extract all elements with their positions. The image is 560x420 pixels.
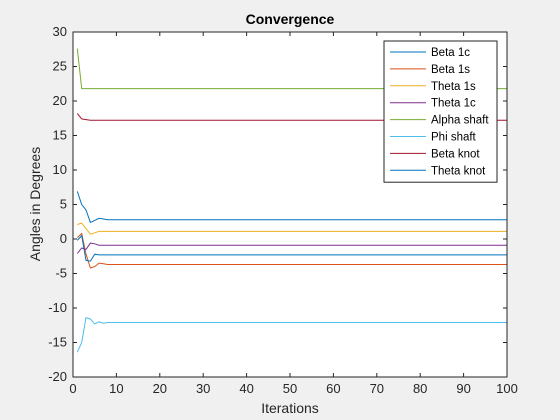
y-axis-label: Angles in Degrees	[27, 147, 43, 261]
legend-box	[383, 40, 498, 183]
series-line-beta-1s	[76, 232, 507, 269]
x-axis-label: Iterations	[261, 400, 319, 416]
x-tick-label: 70	[370, 381, 384, 396]
x-tick-label: 80	[413, 381, 427, 396]
x-tick-label: 90	[456, 381, 470, 396]
x-tick-label: 10	[109, 381, 123, 396]
legend-label: Alpha shaft	[431, 115, 489, 127]
y-tick-label: 0	[60, 231, 67, 246]
legend-label: Beta knot	[431, 148, 480, 160]
x-tick-label: 50	[283, 381, 297, 396]
y-tick-label: 15	[53, 128, 67, 143]
legend-label: Phi shaft	[431, 132, 477, 144]
series-line-alpha-shaft	[76, 48, 507, 90]
legend: Beta 1c Beta 1s Theta 1s Theta 1c Alpha shaf…	[383, 40, 498, 183]
y-tick-label: -15	[48, 335, 67, 350]
legend-label: Theta 1s	[431, 81, 476, 93]
chart-title: Convergence	[246, 11, 335, 27]
legend-label: Theta 1c	[431, 98, 476, 110]
legend-label: Beta 1s	[431, 64, 470, 76]
x-tick-label: 100	[496, 381, 518, 396]
x-tick-label: 0	[69, 381, 76, 396]
y-tick-label: 25	[53, 59, 67, 74]
legend-label: Beta 1c	[431, 47, 470, 59]
x-tick-label: 40	[239, 381, 253, 396]
y-tick-label: 20	[53, 93, 67, 108]
y-tick-label: 5	[60, 197, 67, 212]
x-tick-label: 20	[153, 381, 167, 396]
x-tick-label: 30	[196, 381, 210, 396]
series-layer	[76, 48, 507, 353]
series-line-beta-knot	[76, 113, 507, 121]
legend-label: Theta knot	[431, 165, 486, 177]
series-line-theta-knot	[76, 234, 507, 262]
y-tick-label: -5	[55, 266, 67, 281]
y-tick-label: -20	[48, 369, 67, 384]
y-tick-label: 30	[53, 24, 67, 39]
series-line-phi-shaft	[76, 317, 507, 353]
series-line-beta-1c	[76, 191, 507, 224]
y-tick-label: 10	[53, 162, 67, 177]
x-tick-label: 60	[326, 381, 340, 396]
series-line-theta-1s	[77, 222, 507, 235]
axis-layer: 0 10 20 30 40 50 60 70 80 90 100 -20 -15 -10 -5 0 5 10 15 2…	[48, 24, 518, 396]
y-tick-label: -10	[48, 300, 67, 315]
